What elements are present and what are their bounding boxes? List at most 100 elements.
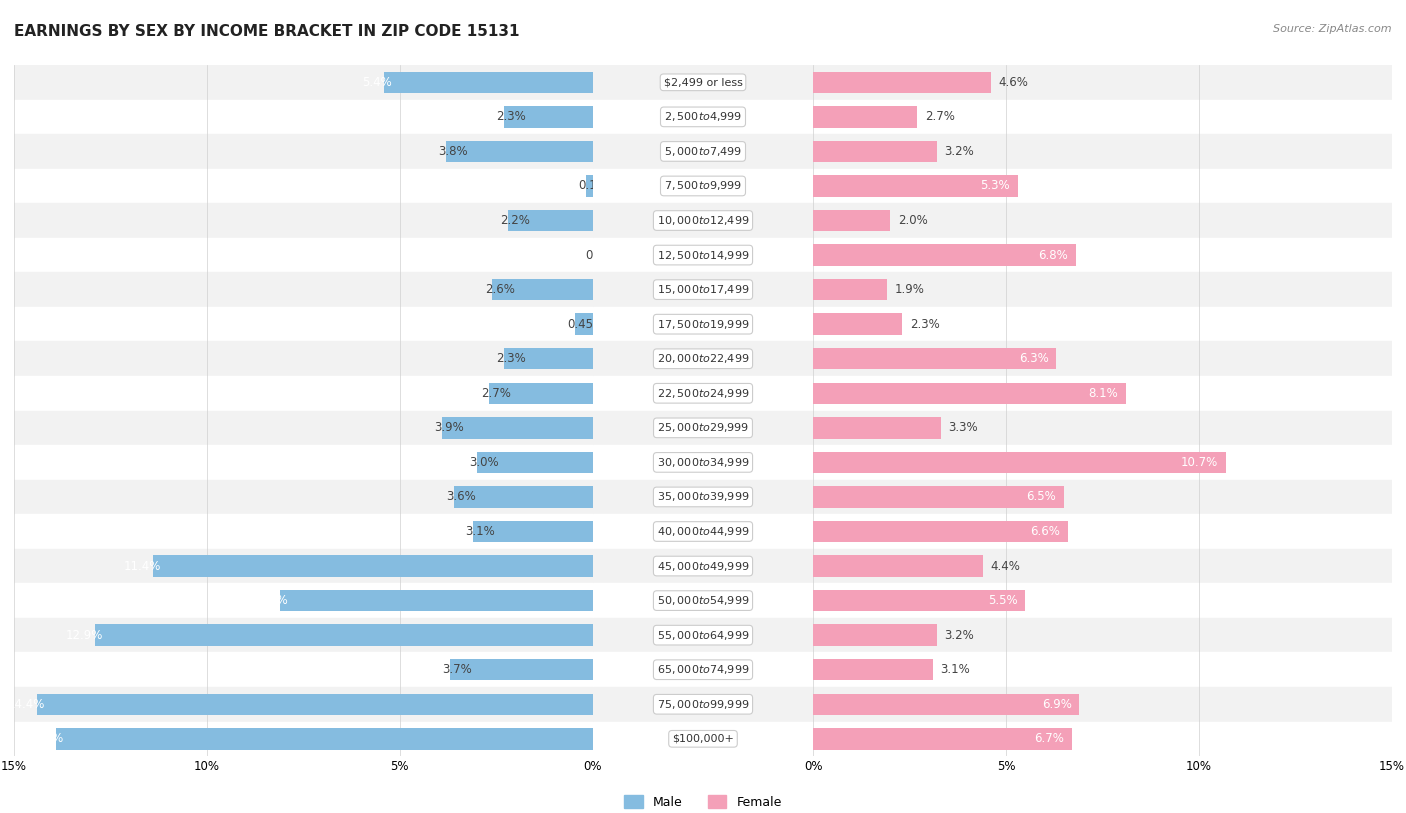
Bar (813, 452, 1226, 473)
Bar (14, 584, 593, 618)
Text: 3.2%: 3.2% (945, 145, 974, 158)
Text: 2.7%: 2.7% (481, 387, 510, 400)
Text: 3.8%: 3.8% (439, 145, 468, 158)
Bar (474, 521, 593, 542)
Bar (813, 618, 1392, 652)
Bar (813, 107, 917, 128)
Text: $17,500 to $19,999: $17,500 to $19,999 (657, 318, 749, 331)
Text: $12,500 to $14,999: $12,500 to $14,999 (657, 249, 749, 262)
Bar (14, 65, 593, 99)
Bar (593, 169, 813, 203)
Bar (14, 376, 593, 411)
Text: $75,000 to $99,999: $75,000 to $99,999 (657, 698, 749, 711)
Bar (14, 203, 593, 237)
Text: $25,000 to $29,999: $25,000 to $29,999 (657, 421, 749, 434)
Text: 0.18%: 0.18% (578, 180, 616, 193)
Text: 6.9%: 6.9% (1042, 698, 1071, 711)
Text: 6.3%: 6.3% (1019, 352, 1049, 365)
Text: 2.7%: 2.7% (925, 111, 955, 124)
Text: $55,000 to $64,999: $55,000 to $64,999 (657, 628, 749, 641)
Bar (593, 376, 813, 411)
Text: 3.1%: 3.1% (465, 525, 495, 538)
Text: 1.9%: 1.9% (894, 283, 924, 296)
Text: 5.3%: 5.3% (980, 180, 1010, 193)
Bar (813, 624, 936, 646)
Bar (813, 169, 1392, 203)
Bar (813, 584, 1392, 618)
Bar (813, 65, 1392, 99)
Text: 3.9%: 3.9% (434, 421, 464, 434)
Text: 2.3%: 2.3% (496, 352, 526, 365)
Bar (14, 480, 593, 515)
Bar (593, 237, 813, 272)
Bar (813, 203, 1392, 237)
Bar (813, 659, 932, 680)
Bar (384, 72, 593, 93)
Bar (593, 134, 813, 169)
Text: $2,500 to $4,999: $2,500 to $4,999 (664, 111, 742, 124)
Bar (813, 590, 1025, 611)
Bar (508, 210, 593, 231)
Bar (14, 307, 593, 341)
Text: 3.0%: 3.0% (470, 456, 499, 469)
Text: 8.1%: 8.1% (259, 594, 288, 607)
Bar (454, 486, 593, 507)
Text: 2.3%: 2.3% (496, 111, 526, 124)
Bar (813, 314, 903, 335)
Text: 3.3%: 3.3% (948, 421, 979, 434)
Text: $10,000 to $12,499: $10,000 to $12,499 (657, 214, 749, 227)
Bar (489, 383, 593, 404)
Bar (586, 176, 593, 197)
Bar (813, 341, 1392, 376)
Text: $30,000 to $34,999: $30,000 to $34,999 (657, 456, 749, 469)
Bar (813, 652, 1392, 687)
Bar (14, 722, 593, 756)
Text: 2.3%: 2.3% (910, 318, 939, 331)
Text: 4.4%: 4.4% (991, 559, 1021, 572)
Bar (813, 480, 1392, 515)
Bar (593, 549, 813, 584)
Text: 3.2%: 3.2% (945, 628, 974, 641)
Bar (813, 383, 1126, 404)
Bar (14, 618, 593, 652)
Text: $20,000 to $22,499: $20,000 to $22,499 (657, 352, 749, 365)
Bar (593, 652, 813, 687)
Bar (14, 515, 593, 549)
Bar (813, 549, 1392, 584)
Bar (477, 452, 593, 473)
Bar (593, 618, 813, 652)
Bar (813, 348, 1056, 369)
Bar (813, 515, 1392, 549)
Text: $35,000 to $39,999: $35,000 to $39,999 (657, 490, 749, 503)
Text: 2.2%: 2.2% (501, 214, 530, 227)
Text: 6.8%: 6.8% (1038, 249, 1069, 262)
Bar (593, 99, 813, 134)
Bar (593, 515, 813, 549)
Bar (813, 417, 941, 438)
Bar (813, 176, 1018, 197)
Text: 3.6%: 3.6% (446, 490, 475, 503)
Text: $22,500 to $24,999: $22,500 to $24,999 (657, 387, 749, 400)
Bar (14, 687, 593, 722)
Bar (813, 245, 1076, 266)
Bar (813, 307, 1392, 341)
Bar (14, 169, 593, 203)
Bar (14, 272, 593, 307)
Bar (813, 134, 1392, 169)
Bar (813, 411, 1392, 446)
Text: $100,000+: $100,000+ (672, 734, 734, 744)
Bar (96, 624, 593, 646)
Text: 3.1%: 3.1% (941, 663, 970, 676)
Bar (593, 722, 813, 756)
Text: $2,499 or less: $2,499 or less (664, 77, 742, 87)
Bar (446, 141, 593, 162)
Bar (443, 417, 593, 438)
Text: $15,000 to $17,499: $15,000 to $17,499 (657, 283, 749, 296)
Text: 5.4%: 5.4% (363, 76, 392, 89)
Bar (813, 279, 887, 300)
Bar (14, 341, 593, 376)
Text: 12.9%: 12.9% (66, 628, 103, 641)
Bar (813, 141, 936, 162)
Bar (37, 693, 593, 715)
Text: 0.45%: 0.45% (568, 318, 605, 331)
